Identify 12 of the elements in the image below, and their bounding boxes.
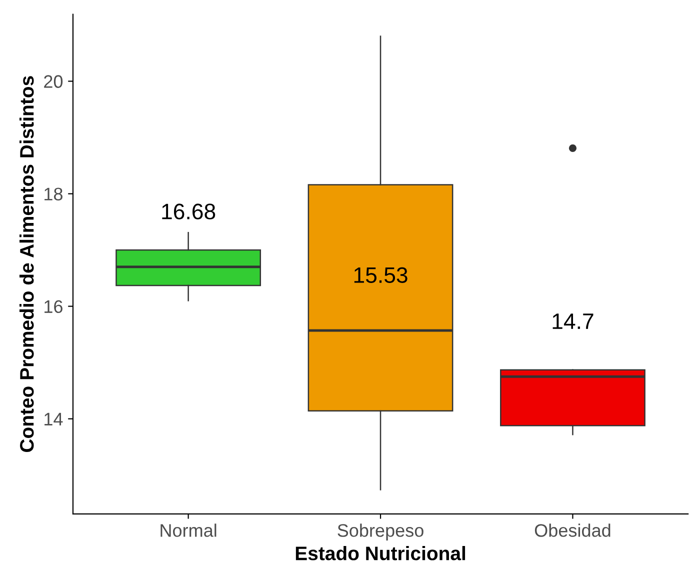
y-tick-label: 20: [44, 75, 63, 88]
y-tick-label: 18: [44, 188, 62, 200]
y-tick-label: 16: [44, 300, 62, 314]
x-axis-title: Estado Nutricional: [296, 546, 466, 560]
x-tick-label: Sobrepeso: [338, 524, 424, 540]
annotation: 14.7: [552, 314, 594, 329]
y-tick-label: 14: [44, 412, 63, 426]
x-tick-label: Normal: [160, 524, 216, 537]
y-axis-title: Conteo Promedio de Alimentos Distintos: [19, 76, 34, 452]
annotation: 15.53: [354, 267, 408, 283]
annotation: 16.68: [162, 204, 216, 220]
x-tick-label: Obesidad: [534, 524, 610, 537]
